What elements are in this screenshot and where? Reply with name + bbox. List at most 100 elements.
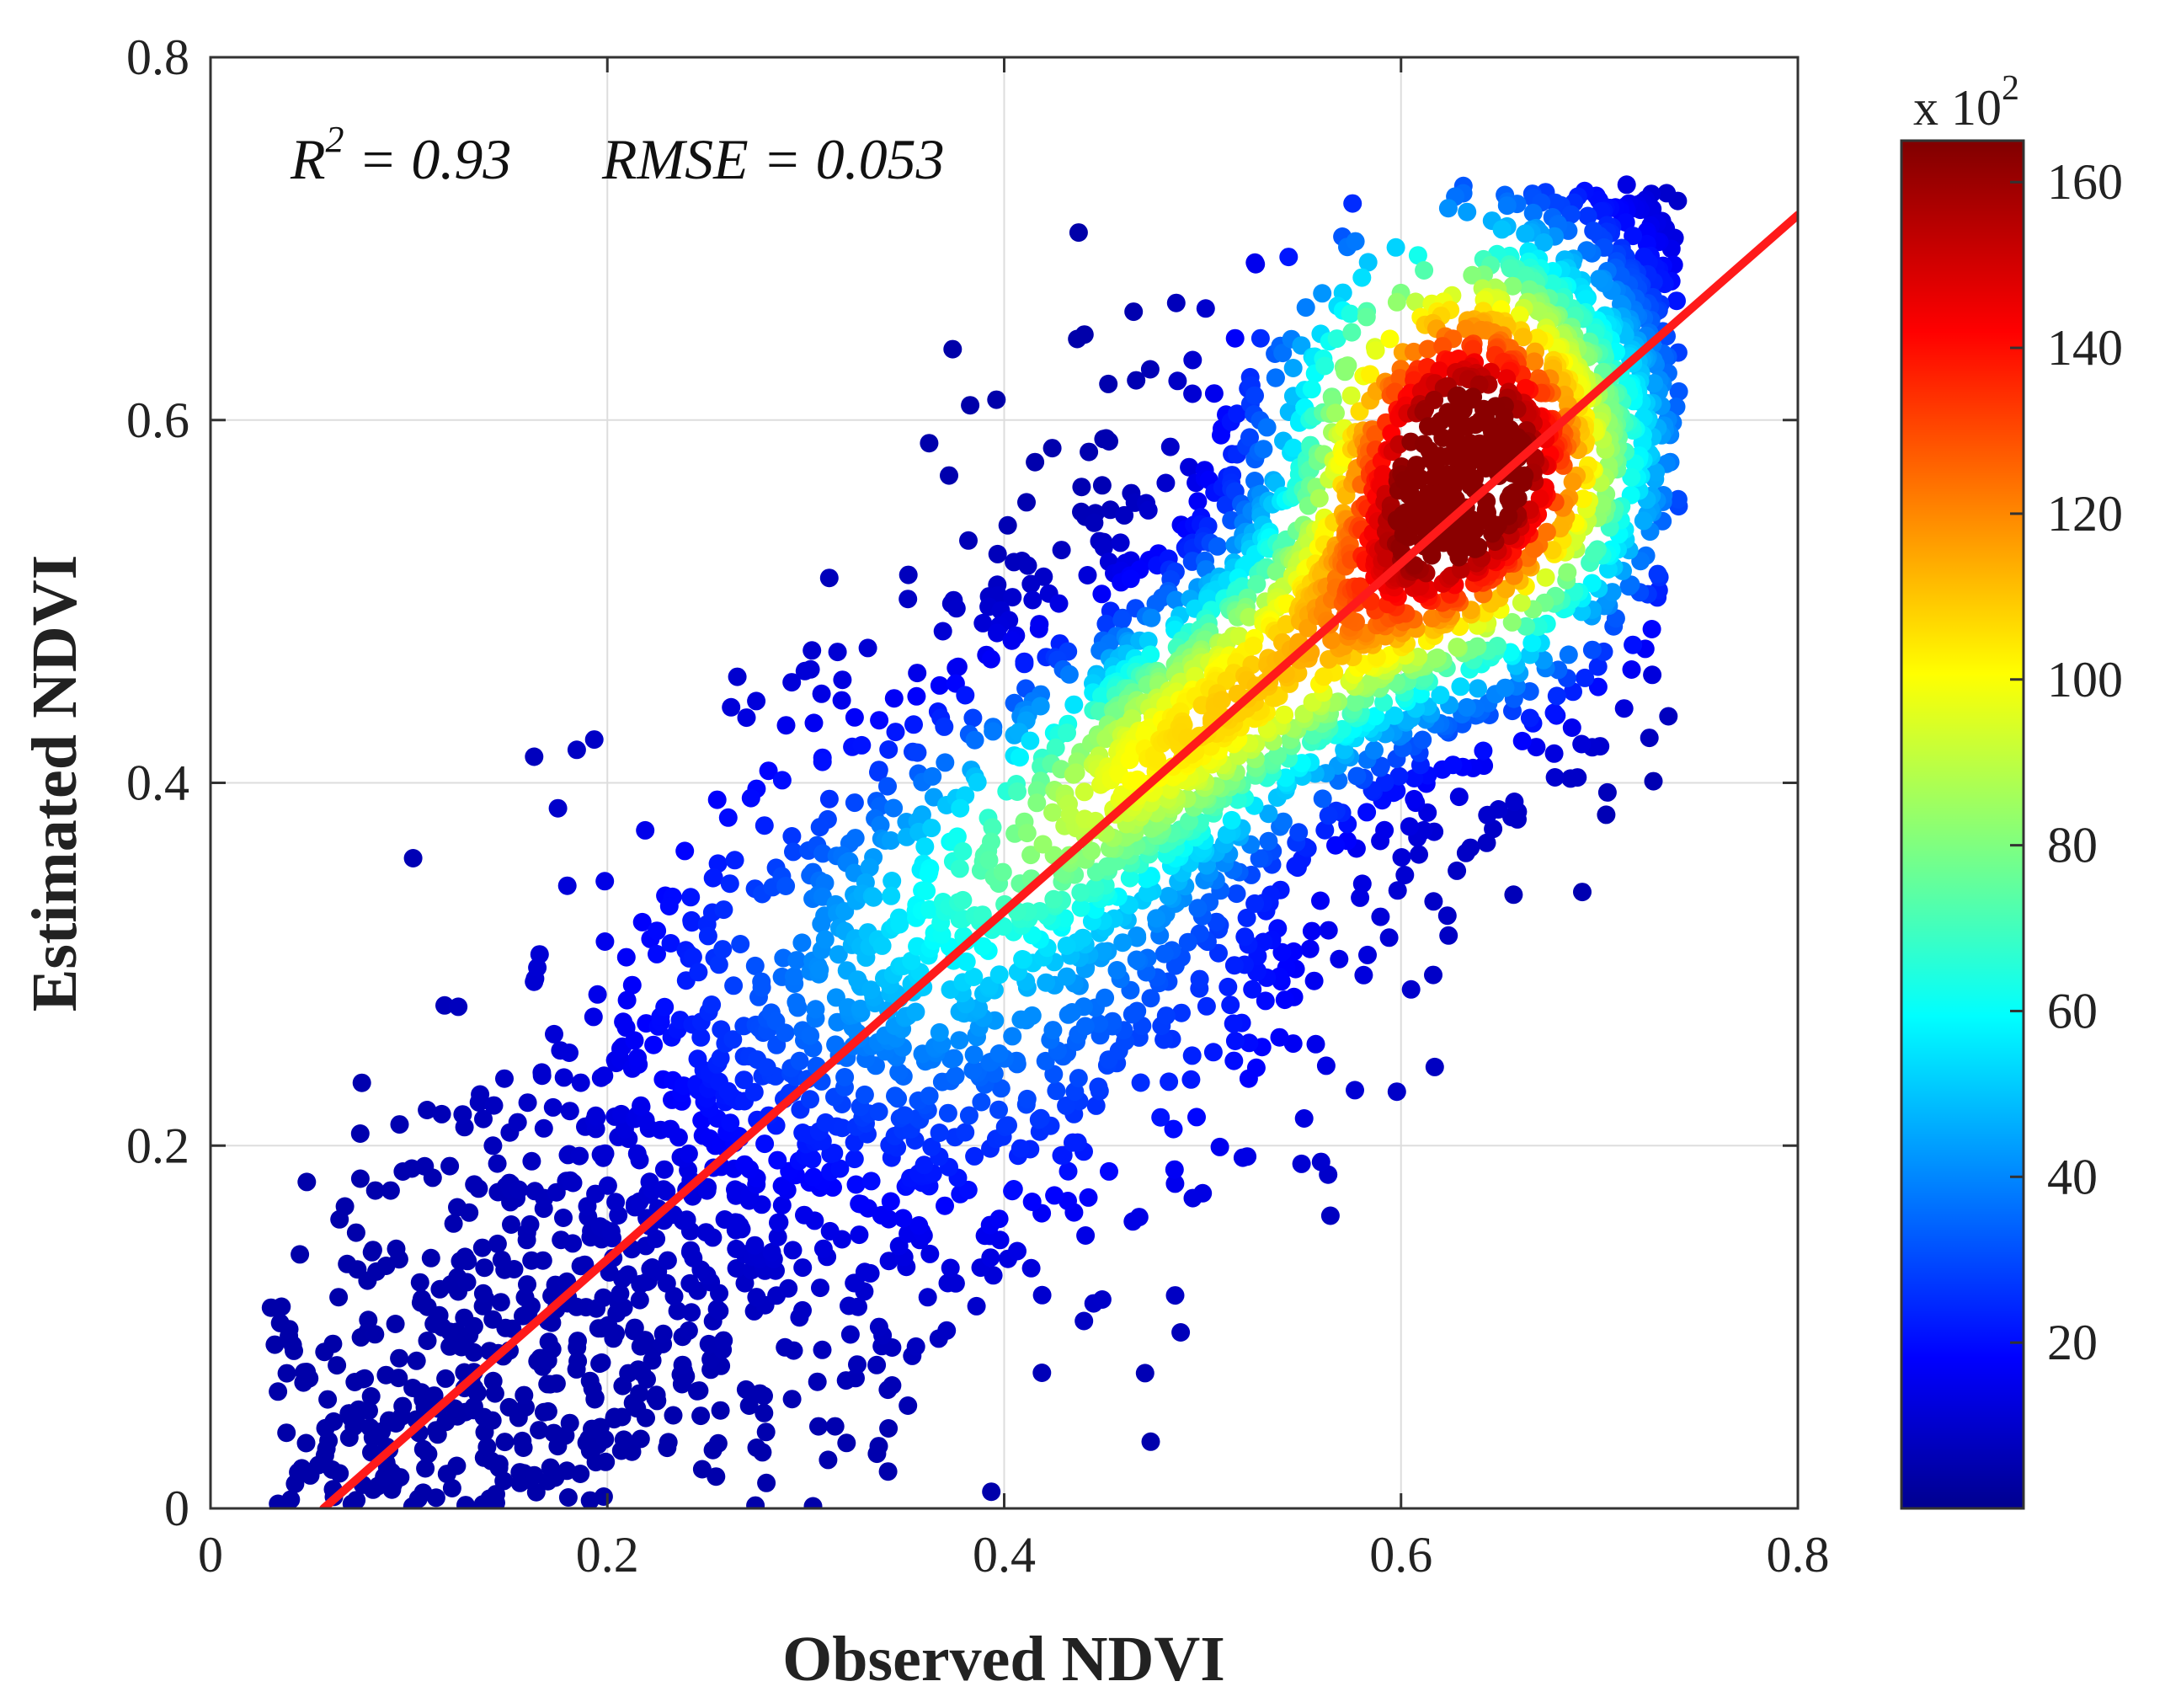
scatter-point <box>1622 660 1641 679</box>
scatter-point <box>390 1115 409 1134</box>
scatter-point <box>595 872 615 891</box>
scatter-point <box>606 1193 626 1212</box>
scatter-point <box>347 1491 366 1508</box>
scatter-point <box>881 1192 900 1211</box>
scatter-point <box>1447 387 1466 406</box>
scatter-point <box>718 1081 738 1101</box>
scatter-point <box>1449 787 1469 807</box>
scatter-point <box>1428 648 1447 667</box>
scatter-point <box>1346 1081 1364 1100</box>
scatter-point <box>1371 756 1390 776</box>
scatter-point <box>1387 1082 1406 1102</box>
scatter-point <box>813 752 832 771</box>
scatter-point <box>869 1437 888 1456</box>
scatter-point <box>1590 270 1609 289</box>
axis-ticks: 0 0.2 0.4 0.6 0.8 0 0.2 0.4 0.6 0.8 <box>126 29 1830 1583</box>
scatter-point <box>1023 590 1043 610</box>
scatter-point <box>1582 574 1602 593</box>
scatter-point <box>1217 825 1236 844</box>
scatter-point <box>691 1406 711 1426</box>
scatter-point <box>707 1300 727 1319</box>
scatter-point <box>618 1265 637 1284</box>
scatter-point <box>594 1288 613 1307</box>
scatter-point <box>1101 500 1120 520</box>
scatter-point <box>668 1301 687 1321</box>
scatter-point <box>1032 1285 1052 1305</box>
scatter-point <box>654 1180 673 1199</box>
scatter-point <box>1588 657 1608 676</box>
scatter-point <box>994 917 1013 936</box>
scatter-point <box>872 936 892 955</box>
scatter-point <box>919 864 938 883</box>
scatter-point <box>625 1031 644 1050</box>
scatter-point <box>930 1022 949 1042</box>
scatter-point <box>1196 299 1215 318</box>
scatter-point <box>1045 1186 1064 1205</box>
scatter-point <box>1225 328 1245 348</box>
scatter-point <box>1377 548 1396 568</box>
scatter-point <box>973 937 993 956</box>
scatter-point <box>849 1297 867 1316</box>
scatter-point <box>390 1348 409 1368</box>
scatter-point <box>968 772 987 792</box>
scatter-point <box>708 854 728 873</box>
scatter-point <box>444 1214 463 1233</box>
scatter-point <box>793 1300 812 1320</box>
scatter-point <box>1490 424 1509 444</box>
scatter-point <box>835 1068 855 1086</box>
colorbar-label-prefix: x 10 <box>1913 80 2002 136</box>
scatter-point <box>1576 668 1595 687</box>
scatter-point <box>907 686 926 706</box>
scatter-point <box>1022 1193 1042 1211</box>
scatter-point <box>1440 492 1458 511</box>
scatter-point <box>296 1433 316 1453</box>
scatter-point <box>1458 530 1478 549</box>
scatter-point <box>846 1369 865 1388</box>
scatter-point <box>280 1320 299 1339</box>
scatter-point <box>571 1073 590 1092</box>
scatter-point <box>1165 1160 1184 1179</box>
scatter-point <box>560 1102 579 1121</box>
scatter-point <box>745 1236 765 1255</box>
scatter-point <box>1011 748 1029 767</box>
scatter-point <box>1544 703 1564 723</box>
scatter-point <box>1044 889 1064 909</box>
scatter-point <box>727 1259 746 1278</box>
scatter-point <box>920 1086 939 1106</box>
scatter-point <box>584 730 604 750</box>
scatter-point <box>1037 973 1056 992</box>
scatter-point <box>855 1085 874 1104</box>
scatter-point <box>595 932 615 951</box>
scatter-point <box>682 913 701 932</box>
scatter-point <box>973 613 993 632</box>
scatter-point <box>532 1063 552 1082</box>
scatter-point <box>472 1238 492 1257</box>
scatter-point <box>456 1247 475 1267</box>
scatter-point <box>1076 1226 1096 1245</box>
scatter-point <box>959 531 978 550</box>
scatter-point <box>696 1223 716 1242</box>
scatter-point <box>653 1324 673 1343</box>
scatter-point <box>647 1385 666 1405</box>
scatter-point <box>509 1180 528 1199</box>
scatter-point <box>884 689 904 708</box>
scatter-point <box>961 396 980 415</box>
scatter-point <box>469 1179 488 1198</box>
scatter-point <box>881 831 900 850</box>
scatter-point <box>1166 590 1186 610</box>
scatter-point <box>1648 564 1667 584</box>
scatter-point <box>655 997 675 1017</box>
scatter-point <box>904 715 923 734</box>
scatter-point <box>963 708 983 728</box>
scatter-point <box>1032 1364 1052 1382</box>
scatter-point <box>1619 577 1639 596</box>
scatter-point <box>616 947 636 967</box>
scatter-point <box>418 1332 437 1350</box>
scatter-point <box>1072 478 1091 497</box>
scatter-point <box>277 1364 296 1383</box>
scatter-point <box>361 1387 381 1406</box>
scatter-point <box>1183 350 1202 370</box>
scatter-point <box>850 1225 869 1245</box>
scatter-point <box>520 1214 540 1234</box>
scatter-point <box>1302 380 1321 399</box>
